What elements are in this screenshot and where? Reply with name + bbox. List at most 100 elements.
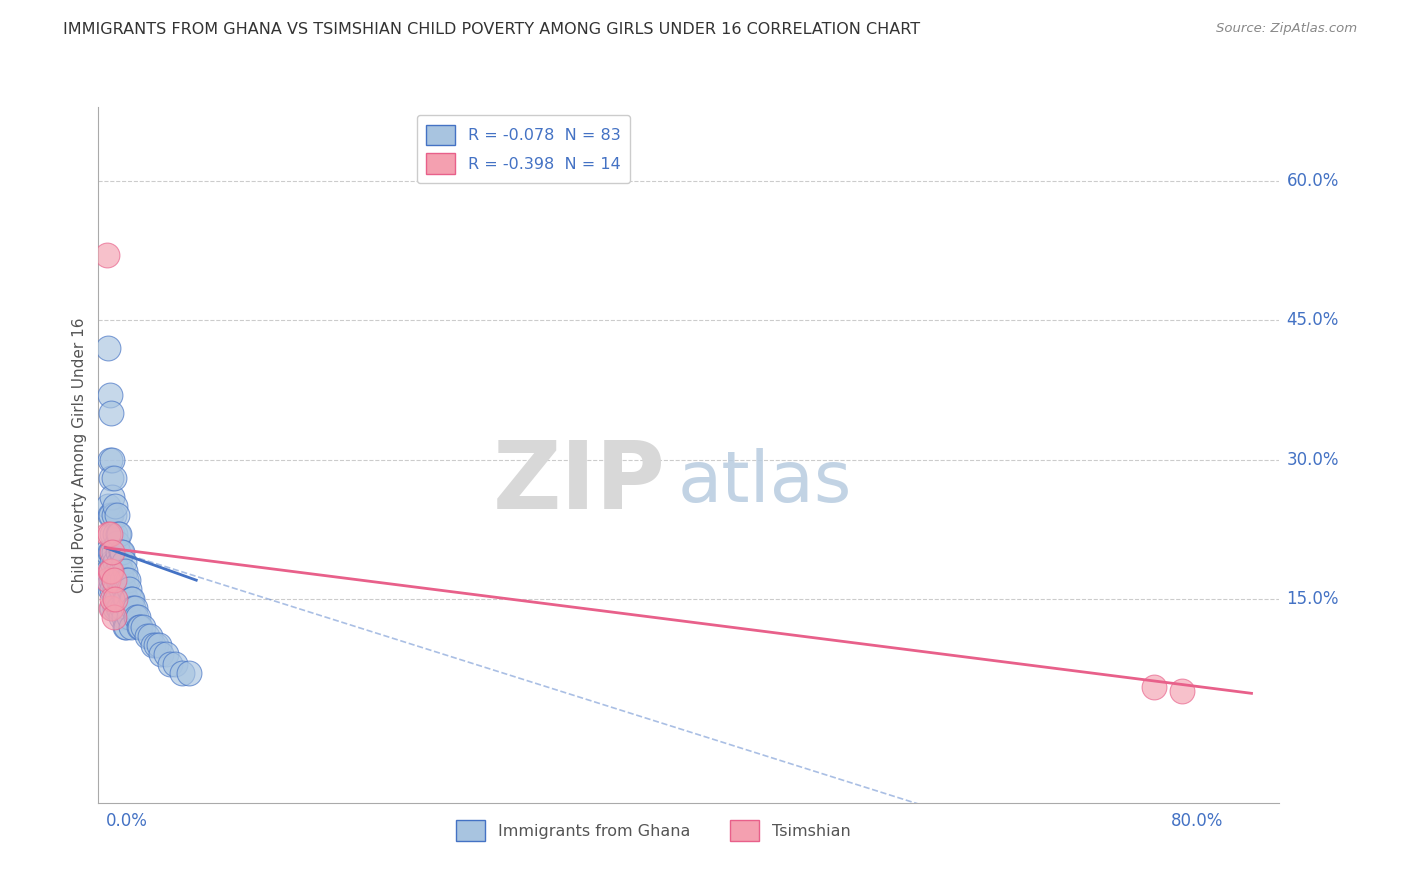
Point: [1143, 680, 1166, 694]
Point: [103, 610, 125, 624]
Point: [172, 665, 194, 680]
Point: [100, 573, 122, 587]
Point: [98, 526, 121, 541]
Text: ZIP: ZIP: [492, 437, 665, 529]
Point: [100, 406, 122, 420]
Text: 60.0%: 60.0%: [1286, 172, 1339, 190]
Point: [127, 610, 149, 624]
Text: 45.0%: 45.0%: [1286, 311, 1339, 329]
Point: [1170, 684, 1192, 698]
Point: [145, 638, 167, 652]
Point: [148, 638, 170, 652]
Point: [118, 610, 141, 624]
Point: [115, 573, 138, 587]
Point: [114, 619, 136, 633]
Point: [125, 610, 148, 624]
Point: [97, 564, 120, 578]
Text: 0.0%: 0.0%: [105, 812, 148, 830]
Point: [97, 499, 120, 513]
Point: [155, 648, 177, 662]
Point: [117, 573, 139, 587]
Point: [101, 490, 124, 504]
Point: [132, 619, 155, 633]
Point: [111, 573, 134, 587]
Point: [103, 471, 125, 485]
Point: [111, 545, 134, 559]
Legend: Immigrants from Ghana, Tsimshian: Immigrants from Ghana, Tsimshian: [450, 814, 856, 847]
Point: [105, 536, 128, 550]
Text: atlas: atlas: [678, 449, 852, 517]
Point: [97, 526, 120, 541]
Point: [111, 601, 134, 615]
Point: [124, 601, 146, 615]
Point: [103, 508, 125, 523]
Point: [108, 555, 131, 569]
Point: [112, 555, 135, 569]
Point: [142, 638, 165, 652]
Point: [110, 582, 132, 597]
Point: [105, 591, 128, 606]
Point: [107, 526, 129, 541]
Point: [103, 573, 125, 587]
Point: [104, 601, 127, 615]
Point: [159, 657, 181, 671]
Point: [110, 564, 132, 578]
Point: [115, 619, 138, 633]
Point: [101, 545, 124, 559]
Point: [96, 545, 118, 559]
Point: [104, 555, 127, 569]
Point: [98, 387, 121, 401]
Point: [129, 619, 152, 633]
Point: [165, 657, 187, 671]
Point: [101, 601, 124, 615]
Point: [103, 573, 125, 587]
Point: [115, 591, 138, 606]
Point: [104, 591, 127, 606]
Point: [107, 545, 129, 559]
Point: [96, 573, 118, 587]
Point: [179, 665, 201, 680]
Y-axis label: Child Poverty Among Girls Under 16: Child Poverty Among Girls Under 16: [72, 318, 87, 592]
Point: [101, 526, 124, 541]
Point: [97, 341, 120, 355]
Point: [103, 545, 125, 559]
Point: [121, 591, 143, 606]
Point: [104, 582, 127, 597]
Point: [112, 582, 135, 597]
Point: [101, 582, 124, 597]
Point: [110, 545, 132, 559]
Point: [139, 629, 162, 643]
Point: [104, 499, 127, 513]
Point: [114, 564, 136, 578]
Point: [105, 564, 128, 578]
Point: [150, 648, 173, 662]
Point: [100, 471, 122, 485]
Point: [108, 526, 131, 541]
Point: [120, 591, 142, 606]
Point: [101, 452, 124, 467]
Text: 30.0%: 30.0%: [1286, 450, 1339, 468]
Text: 80.0%: 80.0%: [1171, 812, 1223, 830]
Point: [98, 582, 121, 597]
Point: [100, 564, 122, 578]
Point: [105, 508, 128, 523]
Point: [117, 601, 139, 615]
Point: [100, 545, 122, 559]
Point: [100, 601, 122, 615]
Point: [96, 248, 118, 262]
Text: IMMIGRANTS FROM GHANA VS TSIMSHIAN CHILD POVERTY AMONG GIRLS UNDER 16 CORRELATIO: IMMIGRANTS FROM GHANA VS TSIMSHIAN CHILD…: [63, 22, 921, 37]
Point: [97, 573, 120, 587]
Point: [114, 591, 136, 606]
Point: [104, 526, 127, 541]
Point: [108, 573, 131, 587]
Point: [118, 582, 141, 597]
Point: [98, 564, 121, 578]
Text: Source: ZipAtlas.com: Source: ZipAtlas.com: [1216, 22, 1357, 36]
Point: [98, 452, 121, 467]
Point: [107, 601, 129, 615]
Point: [122, 601, 145, 615]
Point: [136, 629, 159, 643]
Point: [98, 545, 121, 559]
Point: [107, 573, 129, 587]
Point: [101, 591, 124, 606]
